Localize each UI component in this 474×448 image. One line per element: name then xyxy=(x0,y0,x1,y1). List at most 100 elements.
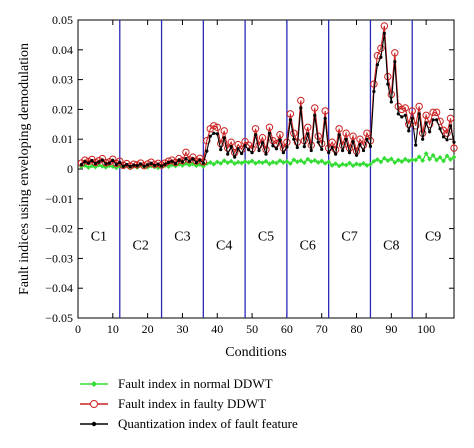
data-point-faulty xyxy=(432,108,441,117)
y-tick-label: −0.05 xyxy=(45,311,73,325)
data-point-faulty xyxy=(370,80,378,88)
data-point-normal xyxy=(253,160,258,166)
data-point-quantization xyxy=(233,155,237,159)
x-tick-label: 30 xyxy=(176,322,188,336)
data-point-normal xyxy=(99,163,105,169)
data-point-normal xyxy=(204,161,210,167)
data-point-quantization xyxy=(421,137,425,141)
data-point-faulty xyxy=(415,102,423,111)
data-point-quantization xyxy=(295,145,299,150)
data-point-normal xyxy=(249,158,255,164)
data-point-normal xyxy=(354,161,359,167)
data-point-normal xyxy=(444,153,450,159)
data-point-normal xyxy=(270,159,276,165)
condition-label-c6: C6 xyxy=(300,238,316,253)
data-point-faulty xyxy=(380,22,389,30)
data-point-quantization xyxy=(194,160,198,165)
data-point-quantization xyxy=(267,131,272,135)
data-point-quantization xyxy=(264,152,268,156)
data-point-normal xyxy=(267,161,272,167)
data-point-quantization xyxy=(173,162,178,166)
data-point-quantization xyxy=(407,129,411,133)
y-axis-label: Fault indices using enveloping demodulat… xyxy=(17,43,32,295)
data-point-faulty xyxy=(81,156,89,164)
y-tick-label: 0.05 xyxy=(52,13,73,27)
data-point-faulty xyxy=(377,44,385,53)
data-point-faulty xyxy=(213,123,221,131)
data-point-faulty xyxy=(251,125,260,133)
data-point-normal xyxy=(166,164,171,170)
y-tick-label: 0 xyxy=(67,162,73,176)
data-point-normal xyxy=(399,159,405,164)
legend-label-1: Fault index in normal DDWT xyxy=(118,376,273,391)
data-point-quantization xyxy=(100,158,104,162)
data-point-faulty xyxy=(408,107,416,115)
data-point-quantization xyxy=(229,145,233,149)
data-point-quantization xyxy=(79,162,84,167)
condition-label-c9: C9 xyxy=(425,230,441,245)
data-point-quantization xyxy=(361,148,366,153)
data-point-quantization xyxy=(434,118,439,122)
data-point-quantization xyxy=(114,162,118,167)
data-point-quantization xyxy=(323,116,327,120)
data-point-normal xyxy=(263,158,269,164)
data-point-quantization xyxy=(93,162,98,166)
data-point-quantization xyxy=(226,152,230,156)
data-point-normal xyxy=(298,158,304,164)
data-point-quantization xyxy=(365,137,369,141)
data-point-normal xyxy=(207,160,213,165)
legend-marker-quantization xyxy=(91,421,97,427)
data-point-quantization xyxy=(132,163,136,167)
data-point-normal xyxy=(416,154,422,160)
data-point-quantization xyxy=(448,124,453,128)
data-point-quantization xyxy=(340,148,345,153)
x-tick-label: 20 xyxy=(142,322,154,336)
data-point-quantization xyxy=(271,144,275,148)
data-point-quantization xyxy=(299,106,303,110)
data-point-normal xyxy=(441,158,446,164)
data-point-normal xyxy=(371,158,377,164)
data-point-normal xyxy=(392,160,398,165)
data-point-quantization xyxy=(97,160,101,164)
x-tick-label: 40 xyxy=(211,322,223,336)
data-point-quantization xyxy=(236,147,240,151)
data-point-normal xyxy=(110,164,116,170)
data-point-quantization xyxy=(386,82,390,86)
data-point-faulty xyxy=(272,139,281,148)
data-point-faulty xyxy=(286,110,295,118)
data-point-faulty xyxy=(342,129,350,137)
data-point-quantization xyxy=(278,138,282,142)
data-point-normal xyxy=(228,158,234,164)
data-point-quantization xyxy=(285,145,289,149)
data-point-normal xyxy=(368,161,373,167)
data-point-normal xyxy=(235,159,241,165)
condition-label-c2: C2 xyxy=(132,238,148,253)
data-point-quantization xyxy=(83,159,87,164)
data-point-quantization xyxy=(152,163,157,168)
data-point-normal xyxy=(232,161,238,167)
x-axis-label: Conditions xyxy=(225,345,286,360)
data-point-quantization xyxy=(128,165,132,169)
data-point-faulty xyxy=(443,129,451,137)
data-point-normal xyxy=(381,155,387,161)
data-point-faulty xyxy=(363,129,371,137)
data-point-normal xyxy=(96,162,102,168)
data-point-normal xyxy=(350,163,356,169)
data-point-quantization xyxy=(354,153,359,157)
data-point-quantization xyxy=(90,159,94,163)
data-point-quantization xyxy=(215,132,219,136)
data-point-quantization xyxy=(260,141,265,145)
y-tick-label: −0.01 xyxy=(45,192,73,206)
data-point-normal xyxy=(274,160,279,166)
condition-label-c3: C3 xyxy=(174,230,190,245)
x-tick-label: 60 xyxy=(281,322,293,336)
data-point-normal xyxy=(218,160,224,166)
data-point-quantization xyxy=(351,139,355,144)
data-point-normal xyxy=(190,161,196,167)
data-point-normal xyxy=(187,162,192,168)
data-point-normal xyxy=(448,157,453,162)
data-point-quantization xyxy=(347,151,352,155)
data-point-normal xyxy=(388,156,394,162)
data-point-normal xyxy=(89,163,95,169)
